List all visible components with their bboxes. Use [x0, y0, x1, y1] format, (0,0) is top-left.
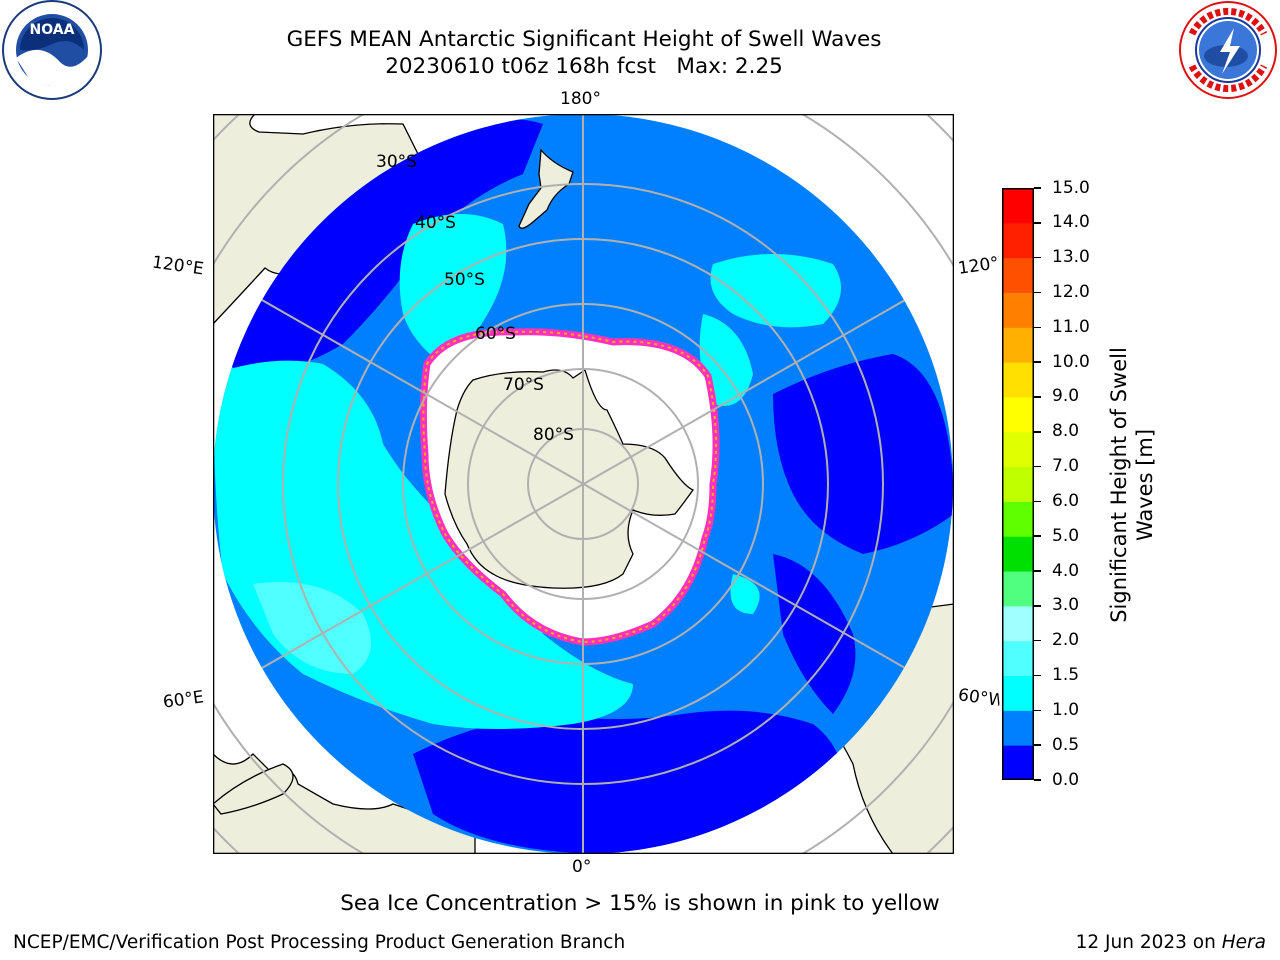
- colorbar-bin: [1002, 640, 1034, 677]
- colorbar-label: Significant Height of Swell Waves [m]: [1106, 347, 1158, 623]
- lat-label-40s: 40°S: [415, 213, 456, 233]
- colorbar-bin: [1002, 571, 1034, 607]
- colorbar-bin: [1002, 536, 1034, 572]
- nws-logo: [1178, 0, 1280, 100]
- colorbar-bin: [1002, 675, 1034, 711]
- colorbar-border: [1002, 188, 1034, 780]
- colorbar-tick-mark: [1034, 187, 1041, 189]
- colorbar-tick-mark: [1034, 396, 1041, 398]
- colorbar-tick-mark: [1034, 500, 1041, 503]
- lat-label-50s: 50°S: [444, 270, 485, 290]
- new-zealand-land: [518, 148, 574, 229]
- lon-label-120w: 120°W: [956, 253, 1002, 279]
- colorbar-tick-mark: [1034, 605, 1041, 607]
- colorbar-bin: [1002, 710, 1034, 746]
- colorbar-tick-mark: [1034, 709, 1041, 712]
- colorbar-tick-mark: [1034, 465, 1041, 468]
- date-prefix: 12 Jun 2023 on: [1075, 932, 1222, 953]
- lat-label-60s: 60°S: [475, 324, 516, 344]
- colorbar-label-line1: Significant Height of Swell: [1107, 347, 1131, 623]
- colorbar-bin: [1002, 466, 1034, 502]
- colorbar-bin: [1002, 327, 1034, 363]
- colorbar-tick-label: 0.5: [1052, 734, 1080, 755]
- machine-name: Hera: [1221, 932, 1266, 953]
- lat-label-30s: 30°S: [376, 152, 417, 172]
- lat-label-80s: 80°S: [533, 425, 574, 445]
- colorbar-bin: [1002, 501, 1034, 537]
- colorbar-bin: [1002, 362, 1034, 398]
- colorbar-tick-mark: [1034, 291, 1041, 294]
- colorbar-tick-label: 1.0: [1052, 699, 1080, 720]
- colorbar-tick-mark: [1034, 535, 1041, 537]
- colorbar-bin: [1002, 257, 1034, 293]
- antarctica-land: [444, 368, 695, 589]
- colorbar-tick-mark: [1034, 361, 1041, 363]
- noaa-logo: NOAA: [0, 0, 106, 100]
- colorbar-tick-label: 10.0: [1052, 351, 1090, 372]
- colorbar-tick-label: 15.0: [1052, 177, 1090, 198]
- colorbar-bin: [1002, 222, 1034, 259]
- colorbar-tick-label: 3.0: [1052, 595, 1080, 616]
- colorbar-tick-label: 9.0: [1052, 386, 1080, 407]
- svg-text:NOAA: NOAA: [30, 22, 75, 38]
- colorbar-tick-mark: [1034, 570, 1041, 572]
- colorbar-tick-label: 14.0: [1052, 212, 1090, 233]
- colorbar-tick-mark: [1034, 222, 1041, 224]
- madagascar-land: [213, 763, 294, 815]
- colorbar-tick-mark: [1034, 674, 1041, 677]
- colorbar-tick-mark: [1034, 744, 1041, 746]
- colorbar-tick-label: 0.0: [1052, 769, 1080, 790]
- colorbar-tick-label: 12.0: [1052, 281, 1090, 302]
- colorbar-tick-label: 5.0: [1052, 525, 1080, 546]
- polar-map: [213, 114, 954, 854]
- lon-label-60e: 60°E: [161, 687, 206, 713]
- colorbar-bin: [1002, 431, 1034, 468]
- chart-title: GEFS MEAN Antarctic Significant Height o…: [286, 27, 882, 52]
- colorbar-tick-mark: [1034, 639, 1041, 642]
- colorbar-bin: [1002, 745, 1034, 781]
- colorbar-bin: [1002, 396, 1034, 433]
- colorbar-tick-label: 6.0: [1052, 490, 1080, 511]
- lon-label-180: 180°: [560, 89, 601, 109]
- colorbar-tick-label: 2.0: [1052, 630, 1080, 651]
- colorbar-bin: [1002, 605, 1034, 642]
- date-stamp: 12 Jun 2023 on Hera: [1076, 932, 1266, 953]
- chart-subtitle: 20230610 t06z 168h fcst Max: 2.25: [385, 54, 783, 79]
- lon-label-60w: 60°W: [956, 685, 1002, 711]
- colorbar-tick-mark: [1034, 256, 1041, 259]
- colorbar-bin: [1002, 292, 1034, 328]
- colorbar-tick-label: 11.0: [1052, 316, 1090, 337]
- lon-label-0: 0°: [572, 857, 592, 877]
- colorbar-tick-mark: [1034, 779, 1041, 781]
- colorbar-tick-label: 1.5: [1052, 665, 1080, 686]
- sea-ice-note: Sea Ice Concentration > 15% is shown in …: [340, 891, 940, 916]
- colorbar-tick-label: 7.0: [1052, 456, 1080, 477]
- colorbar-label-line2: Waves [m]: [1133, 428, 1157, 542]
- lon-label-120e: 120°E: [150, 252, 205, 280]
- colorbar-tick-label: 4.0: [1052, 560, 1080, 581]
- colorbar-tick-mark: [1034, 431, 1041, 433]
- colorbar-tick-label: 13.0: [1052, 247, 1090, 268]
- colorbar-tick-label: 8.0: [1052, 421, 1080, 442]
- colorbar-bin: [1002, 188, 1034, 224]
- lat-label-70s: 70°S: [503, 375, 544, 395]
- credit-text: NCEP/EMC/Verification Post Processing Pr…: [13, 932, 626, 953]
- colorbar-tick-mark: [1034, 326, 1041, 329]
- colorbar: [1002, 188, 1034, 781]
